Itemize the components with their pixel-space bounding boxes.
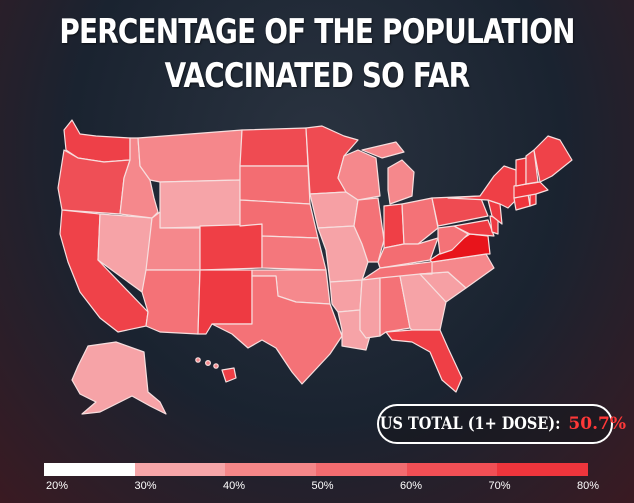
state-vermont[interactable] xyxy=(515,157,527,187)
us-total-badge: US TOTAL (1+ DOSE): 50.7% xyxy=(377,404,626,444)
state-montana[interactable] xyxy=(137,129,243,183)
state-hawaii[interactable] xyxy=(221,367,237,383)
legend-segment xyxy=(497,463,589,476)
state-ohio[interactable] xyxy=(401,197,439,245)
state-arkansas[interactable] xyxy=(329,279,363,313)
state-wyoming[interactable] xyxy=(159,179,241,229)
state-maryland[interactable] xyxy=(453,219,495,237)
state-colorado[interactable] xyxy=(199,223,263,271)
legend-tick-label: 70% xyxy=(488,480,511,492)
legend-tick-label: 50% xyxy=(311,480,334,492)
state-alaska[interactable] xyxy=(71,341,167,415)
legend-segment xyxy=(44,463,135,476)
state-michigan-upper[interactable] xyxy=(361,141,405,159)
us-total-label: US TOTAL (1+ DOSE): xyxy=(379,414,561,434)
legend-ticks: 20% 30% 40% 50% 60% 70% 80% xyxy=(0,480,634,496)
state-mississippi[interactable] xyxy=(359,277,381,339)
state-indiana[interactable] xyxy=(383,203,405,249)
legend-tick-label: 60% xyxy=(399,480,423,492)
legend-tick-label: 20% xyxy=(45,480,69,492)
state-hawaii-island[interactable] xyxy=(213,363,219,369)
state-arizona[interactable] xyxy=(141,269,201,335)
page-title-line-1: PERCENTAGE OF THE POPULATION xyxy=(59,12,575,52)
state-south-dakota[interactable] xyxy=(239,165,311,205)
legend-tick-label: 40% xyxy=(222,480,246,492)
state-hawaii-island[interactable] xyxy=(205,360,212,367)
legend-segment xyxy=(316,463,407,476)
state-iowa[interactable] xyxy=(309,191,359,229)
page-title-line-2: VACCINATED SO FAR xyxy=(164,56,470,96)
legend-tick-label: 30% xyxy=(134,480,157,492)
state-michigan[interactable] xyxy=(387,159,415,205)
state-rhode-island[interactable] xyxy=(529,193,537,207)
state-wisconsin[interactable] xyxy=(337,149,381,201)
legend-segment xyxy=(134,463,226,476)
legend-segment xyxy=(225,463,317,476)
state-maine[interactable] xyxy=(533,135,573,183)
state-illinois[interactable] xyxy=(353,197,385,263)
legend-color-scale xyxy=(44,463,589,476)
state-texas[interactable] xyxy=(211,275,343,385)
legend-segment xyxy=(406,463,498,476)
state-north-carolina[interactable] xyxy=(419,253,495,289)
state-kansas[interactable] xyxy=(261,235,327,271)
state-north-dakota[interactable] xyxy=(239,127,309,167)
us-total-value: 50.7% xyxy=(568,414,626,434)
state-hawaii-island[interactable] xyxy=(195,357,201,363)
state-florida[interactable] xyxy=(385,329,463,393)
legend-tick-label: 80% xyxy=(576,480,600,492)
